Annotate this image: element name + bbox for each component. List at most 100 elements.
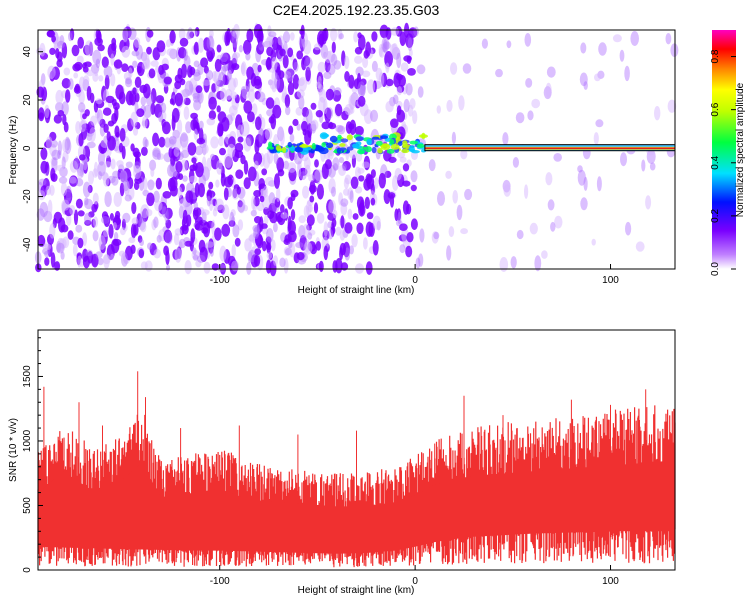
noise-speck bbox=[215, 179, 220, 188]
noise-speck bbox=[97, 151, 106, 166]
noise-speck bbox=[328, 177, 336, 194]
noise-speck bbox=[287, 241, 293, 249]
noise-speck bbox=[594, 73, 601, 82]
band-blob bbox=[386, 148, 395, 154]
noise-speck bbox=[174, 92, 183, 107]
noise-speck bbox=[45, 185, 52, 196]
figure-title: C2E4.2025.192.23.35.G03 bbox=[273, 2, 440, 18]
noise-speck bbox=[334, 87, 342, 96]
noise-speck bbox=[418, 253, 424, 267]
noise-speck bbox=[580, 197, 588, 211]
noise-speck bbox=[162, 121, 171, 135]
noise-speck bbox=[317, 84, 324, 96]
noise-speck bbox=[243, 100, 253, 114]
noise-speck bbox=[128, 67, 133, 79]
noise-speck bbox=[188, 78, 198, 93]
y-tick-label: 0 bbox=[22, 567, 33, 573]
noise-speck bbox=[142, 83, 151, 99]
noise-speck bbox=[234, 142, 244, 153]
band-blob bbox=[318, 147, 329, 155]
x-tick-label: 100 bbox=[602, 576, 619, 587]
noise-speck bbox=[241, 85, 250, 100]
noise-speck bbox=[385, 62, 390, 74]
noise-speck bbox=[456, 204, 463, 221]
band-blob bbox=[364, 146, 372, 153]
noise-speck bbox=[266, 243, 272, 251]
noise-speck bbox=[194, 222, 204, 231]
band-blob bbox=[377, 147, 383, 154]
noise-speck bbox=[153, 248, 161, 259]
noise-speck bbox=[135, 154, 140, 169]
noise-speck bbox=[256, 43, 265, 55]
noise-speck bbox=[147, 242, 153, 250]
noise-speck bbox=[100, 139, 110, 149]
noise-speck bbox=[545, 172, 553, 186]
noise-speck bbox=[240, 62, 245, 75]
noise-speck bbox=[167, 136, 177, 149]
noise-speck bbox=[95, 98, 103, 105]
noise-speck bbox=[104, 191, 112, 208]
noise-speck bbox=[53, 211, 63, 224]
noise-speck bbox=[321, 121, 331, 130]
snr-plot-frame bbox=[37, 329, 676, 571]
noise-speck bbox=[383, 189, 391, 205]
noise-speck bbox=[397, 211, 402, 225]
noise-speck bbox=[179, 37, 189, 47]
noise-speck bbox=[446, 99, 453, 112]
noise-speck bbox=[118, 250, 126, 257]
noise-speck bbox=[38, 178, 47, 186]
noise-speck bbox=[109, 213, 114, 221]
noise-speck bbox=[595, 119, 604, 128]
noise-speck bbox=[356, 222, 364, 234]
noise-speck bbox=[237, 136, 244, 143]
noise-speck bbox=[49, 223, 56, 239]
noise-speck bbox=[231, 244, 236, 258]
noise-speck bbox=[112, 238, 122, 247]
noise-speck bbox=[198, 239, 206, 253]
noise-speck bbox=[372, 240, 379, 256]
band-blob bbox=[355, 136, 364, 142]
noise-speck bbox=[174, 135, 182, 150]
noise-speck bbox=[166, 39, 171, 48]
noise-speck bbox=[282, 54, 289, 69]
noise-speck bbox=[145, 53, 150, 68]
noise-speck bbox=[82, 181, 91, 198]
band-blob bbox=[321, 142, 327, 148]
noise-speck bbox=[61, 42, 68, 59]
noise-speck bbox=[333, 60, 342, 70]
noise-speck bbox=[365, 41, 371, 57]
noise-speck bbox=[202, 79, 211, 86]
noise-speck bbox=[577, 165, 583, 173]
noise-speck bbox=[69, 176, 77, 184]
noise-speck bbox=[166, 48, 176, 56]
noise-speck bbox=[337, 29, 343, 40]
noise-speck bbox=[125, 77, 132, 85]
noise-speck bbox=[295, 106, 303, 116]
noise-speck bbox=[222, 74, 227, 86]
band-blob bbox=[397, 141, 403, 147]
noise-speck bbox=[301, 120, 308, 132]
noise-speck bbox=[276, 186, 281, 203]
noise-speck bbox=[292, 58, 298, 71]
noise-speck bbox=[361, 84, 367, 91]
noise-speck bbox=[184, 260, 192, 275]
noise-speck bbox=[47, 199, 53, 216]
noise-speck bbox=[297, 78, 305, 87]
noise-speck bbox=[284, 94, 291, 108]
noise-speck bbox=[194, 182, 200, 198]
noise-speck bbox=[163, 245, 170, 256]
noise-speck bbox=[121, 45, 131, 58]
noise-speck bbox=[67, 230, 74, 240]
noise-speck bbox=[274, 74, 281, 90]
noise-speck bbox=[400, 62, 409, 72]
noise-speck bbox=[304, 56, 313, 71]
noise-speck bbox=[209, 248, 214, 257]
noise-speck bbox=[195, 162, 204, 178]
noise-speck bbox=[90, 92, 95, 104]
noise-speck bbox=[121, 145, 126, 160]
noise-speck bbox=[57, 140, 63, 156]
noise-speck bbox=[138, 248, 145, 259]
band-blob bbox=[337, 134, 342, 139]
band-blob bbox=[409, 140, 418, 145]
noise-speck bbox=[54, 261, 61, 271]
